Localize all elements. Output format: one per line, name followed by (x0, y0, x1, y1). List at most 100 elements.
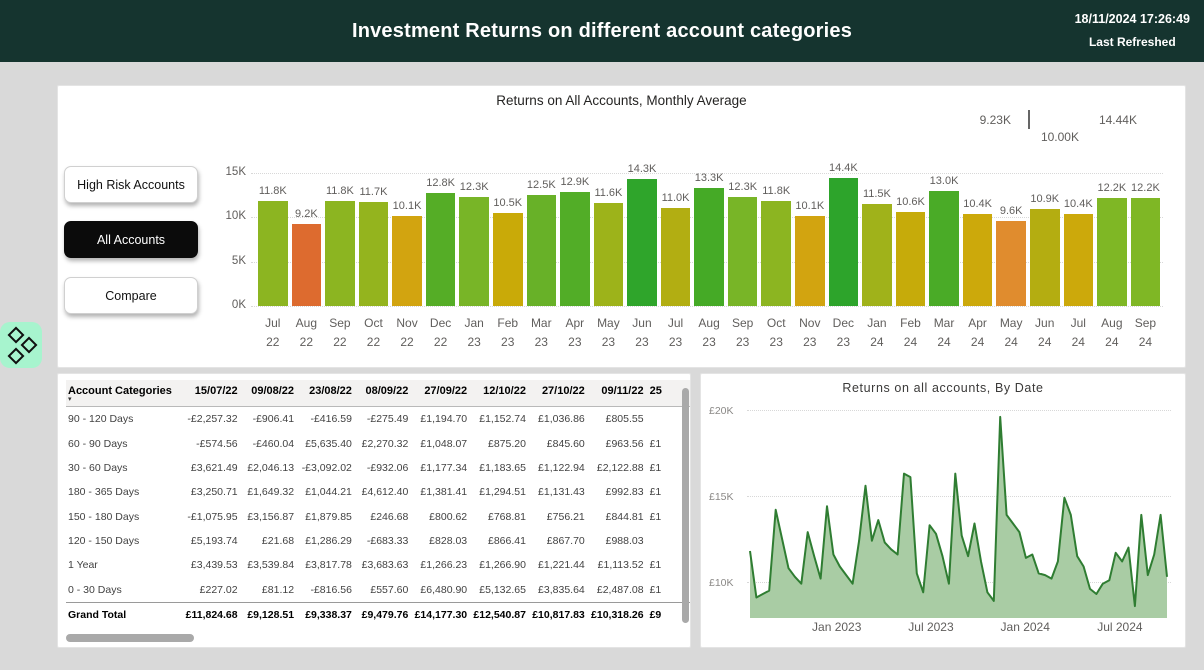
table-cell: £3,817.78 (305, 559, 352, 572)
x-axis-year: 23 (601, 335, 616, 349)
x-axis-year: 24 (1071, 335, 1085, 349)
bar[interactable] (962, 213, 993, 306)
x-axis-month: Dec (832, 316, 855, 330)
x-axis-label: Apr 24 (961, 314, 995, 352)
bar[interactable] (727, 196, 758, 306)
y-axis-label: £20K (709, 405, 734, 417)
column-header-date[interactable]: 09/11/22 (588, 380, 648, 407)
bar[interactable] (560, 191, 590, 306)
compare-button[interactable]: Compare (64, 277, 198, 314)
bar[interactable] (1029, 209, 1060, 306)
area-chart-plot[interactable] (746, 400, 1171, 622)
bar-slot: 10.1K (390, 161, 424, 306)
bar[interactable] (929, 190, 959, 306)
bar[interactable] (526, 195, 557, 306)
bar-slot: 12.5K (525, 161, 559, 306)
gridline (251, 306, 1163, 307)
bookmark-slicer-button[interactable] (0, 322, 42, 368)
column-header-date[interactable]: 08/09/22 (355, 380, 413, 407)
table-cell: -£683.33 (366, 535, 409, 548)
x-axis-month: Nov (396, 316, 418, 330)
table-cell: £992.83 (605, 486, 644, 499)
table-cell: £1,036.86 (538, 413, 585, 426)
bar[interactable] (392, 216, 422, 306)
bar[interactable] (459, 196, 489, 306)
bar[interactable] (425, 192, 456, 306)
bar-slot: 11.6K (592, 161, 626, 306)
legend-max-value: 14.44K (1098, 112, 1137, 127)
high-risk-accounts-button[interactable]: High Risk Accounts (64, 166, 198, 203)
bar[interactable] (694, 188, 724, 306)
bar-value-label: 11.8K (258, 185, 287, 198)
table-cell: £2,487.08 (596, 583, 644, 596)
column-header-date[interactable]: 27/09/22 (412, 380, 472, 407)
x-axis-year: 23 (635, 335, 649, 349)
total-cell: £14,177.30 (412, 602, 472, 628)
bar[interactable] (862, 204, 892, 306)
table-row: 120 - 150 Days £5,193.74 £21.68 £1,286.29 -£… (66, 529, 690, 553)
total-cell: £11,824.68 (183, 602, 242, 628)
table-cell: £227.02 (199, 583, 238, 596)
bar[interactable] (996, 220, 1026, 306)
bar[interactable] (660, 208, 691, 306)
bar[interactable] (325, 201, 355, 306)
x-axis-month: Jun (1035, 316, 1055, 330)
sort-descending-icon: ▾ (68, 396, 72, 403)
x-axis-label: Jan 2024 (1000, 620, 1050, 634)
bar-slot: 11.5K (860, 161, 894, 306)
bar[interactable] (1097, 197, 1127, 306)
x-axis-label: Oct 22 (357, 314, 391, 352)
x-axis-label: Dec 23 (827, 314, 861, 352)
bar[interactable] (492, 212, 523, 306)
bar-value-label: 11.0K (661, 192, 690, 205)
x-axis-month: Aug (1101, 316, 1123, 330)
x-axis-year: 22 (266, 335, 280, 349)
total-cell: £9,338.37 (298, 602, 356, 628)
bar-slot: 12.2K (1095, 161, 1129, 306)
column-header-date[interactable]: 09/08/22 (241, 380, 299, 407)
bar[interactable] (895, 212, 926, 306)
table-cell: £246.68 (370, 510, 409, 523)
y-axis-label: 10K (225, 210, 246, 223)
bar-value-label: 13.3K (694, 172, 724, 185)
bar-slot: 13.3K (692, 161, 726, 306)
table-vertical-scrollbar[interactable] (682, 388, 689, 623)
table-cell: £1,048.07 (420, 437, 468, 450)
bar-value-label: 14.3K (627, 163, 657, 176)
table-cell: £3,683.63 (361, 559, 409, 572)
app-header: Investment Returns on different account … (0, 0, 1204, 62)
x-axis-year: 22 (433, 335, 448, 349)
column-header-date[interactable]: 23/08/22 (298, 380, 356, 407)
bar-value-label: 10.1K (392, 200, 422, 213)
table-horizontal-scrollbar[interactable] (66, 634, 194, 642)
all-accounts-button[interactable]: All Accounts (64, 221, 198, 258)
column-header-date[interactable]: 12/10/22 (471, 380, 530, 407)
bar[interactable] (1063, 213, 1094, 306)
table-cell: £1,221.44 (538, 559, 585, 572)
area-line (749, 415, 1168, 608)
row-header: 120 - 150 Days (68, 535, 140, 548)
table-cell-clipped: £1 (649, 461, 662, 474)
bar[interactable] (795, 216, 825, 306)
bar[interactable] (258, 201, 288, 306)
bar[interactable] (828, 178, 859, 306)
bar[interactable] (291, 224, 322, 306)
column-header-date[interactable]: 27/10/22 (529, 380, 589, 407)
bar[interactable] (1130, 197, 1161, 306)
x-axis-year: 24 (1038, 335, 1052, 349)
bar[interactable] (358, 202, 389, 306)
last-refreshed-timestamp: 18/11/2024 17:26:49 (1074, 12, 1190, 26)
bar[interactable] (627, 179, 657, 306)
bar-chart-x-axis: Jul 22 Aug 22 Sep 22 Oct 22 Nov 22 Dec 22 Jan 23 Feb 23… (256, 314, 1162, 352)
table-row: 90 - 120 Days -£2,257.32 -£906.41 -£416.59 -… (66, 407, 690, 432)
table-row: 180 - 365 Days £3,250.71 £1,649.32 £1,044.2… (66, 480, 690, 504)
bar[interactable] (593, 203, 624, 306)
x-axis-year: 23 (769, 335, 783, 349)
x-axis-label: Jun 24 (1028, 314, 1062, 352)
bar[interactable] (761, 201, 791, 306)
column-header-date[interactable]: 15/07/22 (183, 380, 242, 407)
table-cell-clipped: £1 (649, 583, 662, 596)
x-axis-label: Sep 23 (726, 314, 760, 352)
bar-slot: 12.9K (558, 161, 592, 306)
column-header-category[interactable]: Account Categories ▾ (66, 380, 184, 407)
